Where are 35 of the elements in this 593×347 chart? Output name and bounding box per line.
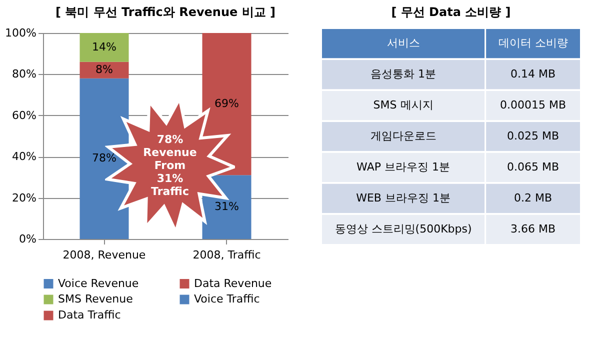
category-label: SMS 메시지 bbox=[373, 98, 434, 112]
text: 0.025 MB bbox=[507, 130, 560, 142]
y-tick-label: 100% bbox=[5, 26, 36, 40]
chart-title: [ 북미 무선 Traffic와 Revenue 비교 ] bbox=[56, 5, 276, 19]
y-tick-label: 0% bbox=[19, 232, 36, 246]
text: [ 무선 Data 소비량 ] bbox=[391, 5, 511, 19]
text: 3.66 MB bbox=[510, 222, 556, 236]
category-label: 동영상 스트리밍(500Kbps) bbox=[334, 222, 472, 236]
legend-label: Data Traffic bbox=[58, 308, 121, 322]
data-label: 8% bbox=[96, 63, 113, 76]
x-tick-label: 2008, Traffic bbox=[192, 248, 261, 262]
category-label: WEB 브라우징 1분 bbox=[356, 191, 450, 204]
y-tick-label: 60% bbox=[12, 108, 36, 122]
text: 데이터 소비량 bbox=[498, 36, 568, 50]
text: 0.2 MB bbox=[514, 191, 552, 204]
text: 서비스 bbox=[386, 36, 420, 50]
legend-label: SMS Revenue bbox=[58, 292, 134, 306]
category-label: WAP 브라우징 1분 bbox=[356, 160, 450, 174]
legend-label: Voice Traffic bbox=[194, 292, 260, 306]
category-label: 음성통화 1분 bbox=[370, 68, 436, 81]
legend-label: Data Revenue bbox=[194, 276, 272, 290]
y-tick-label: 40% bbox=[12, 150, 36, 164]
y-tick-label: 20% bbox=[12, 191, 36, 204]
text: 0.065 MB bbox=[507, 160, 560, 174]
text: 0.14 MB bbox=[510, 68, 556, 81]
x-tick-label: 2008, Revenue bbox=[62, 248, 146, 262]
data-label: 78% bbox=[92, 152, 116, 165]
text: 0.00015 MB bbox=[500, 98, 566, 112]
category-label: 게임다운로드 bbox=[370, 130, 436, 142]
annotation: 78% Revenue From 31% Traffic bbox=[143, 133, 197, 198]
data-label: 14% bbox=[92, 40, 116, 54]
legend-label: Voice Revenue bbox=[58, 276, 139, 290]
data-label: 69% bbox=[214, 97, 239, 110]
y-tick-label: 80% bbox=[12, 68, 36, 81]
data-label: 31% bbox=[214, 200, 239, 214]
